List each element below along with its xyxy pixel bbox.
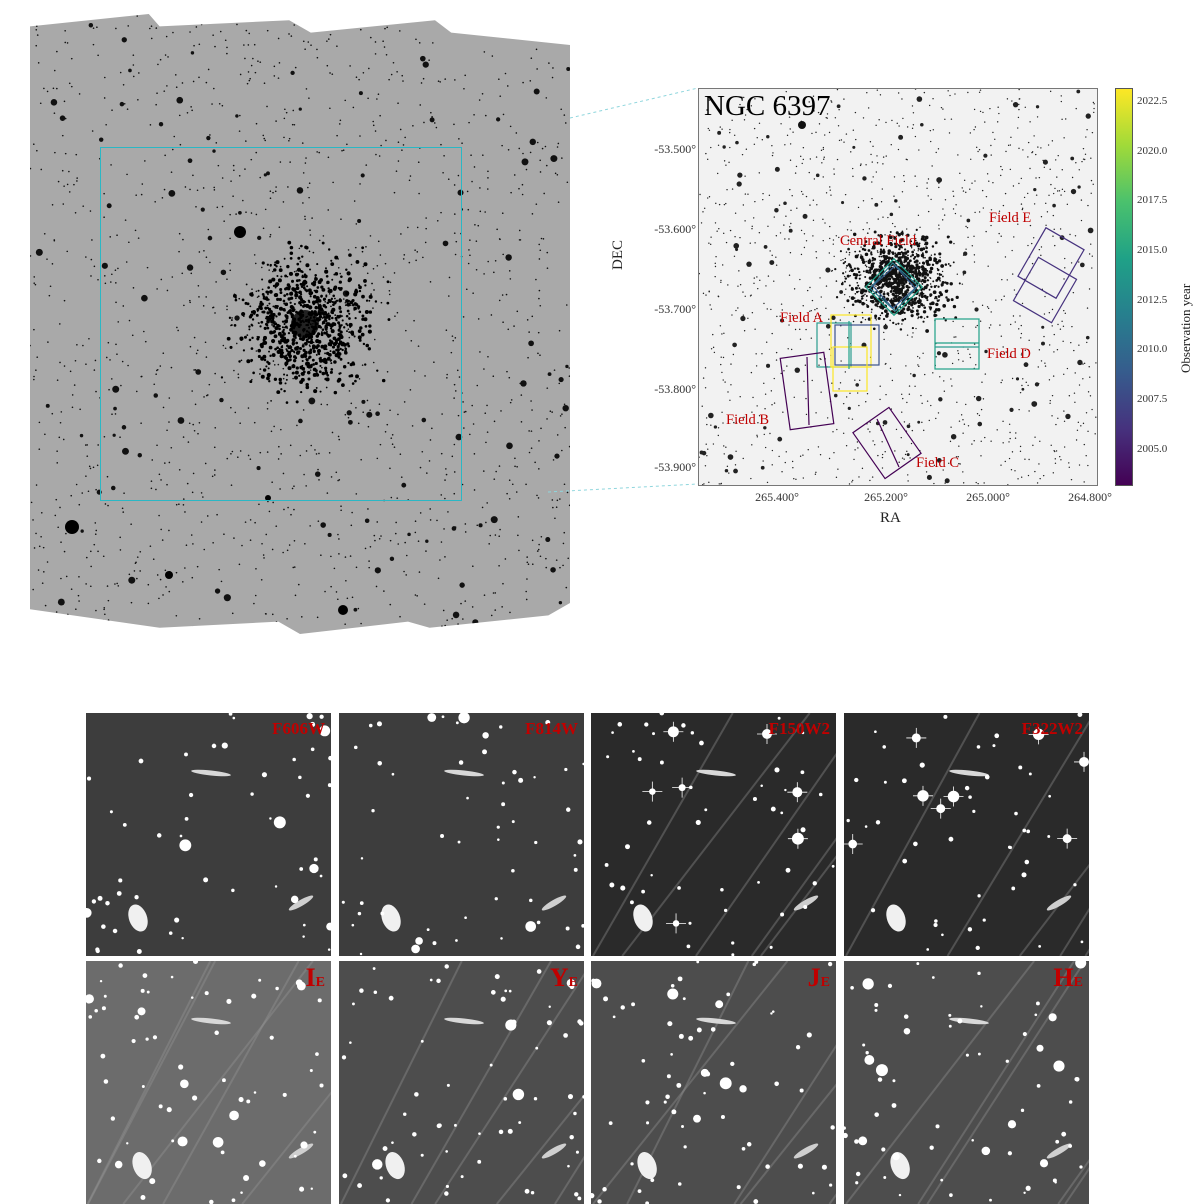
field-label-a: Field A [780, 310, 824, 326]
colorbar-tick: 2015.0 [1137, 244, 1168, 256]
colorbar-tick: 2017.5 [1137, 194, 1168, 206]
colorbar-tick: 2005.0 [1137, 443, 1168, 455]
dec-tick-label: -53.800° [654, 382, 696, 396]
field-label-b: Field B [726, 412, 770, 428]
panel-je: JE [591, 961, 836, 1204]
panel-label: F322W2 [1021, 719, 1083, 738]
colorbar-tick: 2022.5 [1137, 95, 1168, 107]
field-label-e: Field E [989, 210, 1032, 226]
panel-he: HE [844, 961, 1089, 1204]
dec-tick-label: -53.700° [654, 302, 696, 316]
ra-tick-label: 265.200° [864, 490, 908, 504]
field-label-c: Field C [916, 455, 960, 471]
panel-label: HE [1053, 963, 1083, 992]
dec-tick-label: -53.500° [654, 142, 696, 156]
panel-f814w: F814W [339, 713, 584, 956]
colorbar-label: Observation year [1178, 283, 1193, 373]
panel-image [339, 713, 584, 956]
dec-tick-label: -53.600° [654, 222, 696, 236]
panel-image [591, 961, 836, 1204]
colorbar [1115, 88, 1133, 486]
x-axis-label: RA [880, 510, 901, 526]
colorbar-tick: 2010.0 [1137, 343, 1168, 355]
colorbar-tick: 2012.5 [1137, 294, 1168, 306]
ra-tick-label: 264.800° [1068, 490, 1112, 504]
map-title: NGC 6397 [704, 90, 831, 122]
panel-label: F150W2 [768, 719, 830, 738]
sky-map-starfield [699, 89, 1097, 485]
panel-ye: YE [339, 961, 584, 1204]
panel-image [844, 713, 1089, 956]
panel-label: F814W [525, 719, 578, 738]
panel-label: JE [807, 963, 830, 992]
sky-map-plot [698, 88, 1098, 486]
panel-label: IE [305, 963, 325, 992]
colorbar-tick: 2007.5 [1137, 393, 1168, 405]
panel-f322w2: F322W2 [844, 713, 1089, 956]
panel-image [339, 961, 584, 1204]
mosaic-starfield [30, 14, 570, 634]
panel-image [844, 961, 1089, 1204]
field-label-central: Central Field [840, 233, 917, 249]
y-axis-label: DEC [610, 240, 626, 270]
panel-f150w2: F150W2 [591, 713, 836, 956]
panel-image [86, 713, 331, 956]
dec-tick-label: -53.900° [654, 460, 696, 474]
panel-label: F606W [272, 719, 325, 738]
colorbar-tick: 2020.0 [1137, 145, 1168, 157]
panel-image [86, 961, 331, 1204]
mosaic-image [30, 14, 570, 634]
zoom-region-box [100, 147, 462, 501]
panel-image [591, 713, 836, 956]
ra-tick-label: 265.400° [755, 490, 799, 504]
field-label-d: Field D [987, 346, 1031, 362]
panel-label: YE [549, 963, 578, 992]
ra-tick-label: 265.000° [966, 490, 1010, 504]
panel-ie: IE [86, 961, 331, 1204]
panel-f606w: F606W [86, 713, 331, 956]
